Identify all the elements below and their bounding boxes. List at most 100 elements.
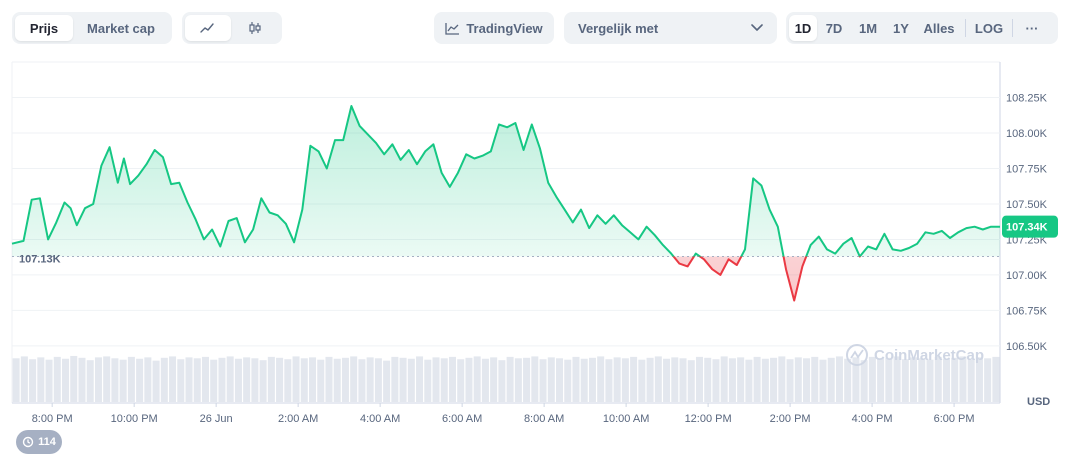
- volume-bar: [251, 358, 259, 402]
- volume-bar: [910, 357, 918, 402]
- volume-bar: [835, 356, 843, 402]
- y-tick-label: 108.25K: [1006, 92, 1048, 104]
- volume-bar: [539, 359, 547, 402]
- volume-bar: [292, 356, 300, 402]
- history-badge[interactable]: 114: [16, 430, 62, 454]
- tradingview-icon: [445, 22, 460, 35]
- range-1y[interactable]: 1Y: [893, 20, 909, 36]
- compare-dropdown[interactable]: Vergelijk met: [564, 12, 777, 44]
- volume-bar: [62, 358, 70, 402]
- volume-bar: [975, 357, 983, 402]
- volume-bar: [901, 359, 909, 402]
- volume-bar: [893, 356, 901, 402]
- price-line-up: [11, 105, 1000, 257]
- volume-bar: [119, 359, 127, 402]
- volume-bar: [663, 358, 671, 402]
- x-axis: 8:00 PM 10:00 PM 26 Jun 2:00 AM 4:00 AM 6:00 …: [32, 403, 975, 425]
- x-tick-label: 26 Jun: [200, 413, 233, 425]
- range-1m[interactable]: 1M: [858, 20, 878, 36]
- time-range-selector: 1D 7D 1M 1Y Alles LOG ···: [786, 12, 1058, 44]
- price-marketcap-toggle: Prijs Market cap: [12, 12, 172, 44]
- log-toggle[interactable]: LOG: [974, 20, 1004, 36]
- chart-style-toggle: [182, 12, 282, 44]
- volume-bar: [94, 357, 102, 402]
- x-tick-label: 2:00 AM: [278, 413, 318, 425]
- volume-bar: [523, 357, 531, 402]
- volume-bar: [671, 357, 679, 402]
- volume-bar: [621, 358, 629, 402]
- volume-bar: [53, 356, 61, 402]
- volume-bar: [399, 357, 407, 402]
- volume-bar: [654, 356, 662, 402]
- more-options-button[interactable]: ···: [1025, 20, 1039, 36]
- volume-bar: [646, 357, 654, 402]
- volume-bar: [144, 357, 152, 402]
- volume-bar: [868, 356, 876, 402]
- y-tick-label: 108.00K: [1006, 128, 1048, 140]
- tradingview-button[interactable]: TradingView: [434, 12, 554, 44]
- volume-bar: [440, 358, 448, 402]
- range-divider: [1012, 19, 1013, 37]
- volume-bar: [934, 356, 942, 402]
- current-price-badge: 107.34K: [1002, 215, 1058, 238]
- tab-market-cap[interactable]: Market cap: [87, 20, 155, 36]
- watermark: CoinMarketCap: [846, 344, 984, 366]
- range-all[interactable]: Alles: [923, 20, 955, 36]
- volume-bar: [695, 356, 703, 402]
- price-area: [12, 106, 1000, 301]
- volume-bar: [210, 359, 218, 402]
- volume-bar: [136, 358, 144, 402]
- line-chart-button[interactable]: [185, 15, 231, 41]
- volume-bar: [350, 356, 358, 402]
- volume-bar: [984, 358, 992, 402]
- range-1d[interactable]: 1D: [789, 15, 817, 41]
- x-tick-label: 6:00 AM: [442, 413, 482, 425]
- volume-bar: [844, 358, 852, 402]
- volume-bar: [457, 359, 465, 402]
- x-tick-label: 8:00 AM: [524, 413, 564, 425]
- volume-bar: [341, 357, 349, 402]
- x-tick-label: 2:00 PM: [770, 413, 811, 425]
- x-tick-label: 4:00 AM: [360, 413, 400, 425]
- volume-bar: [498, 360, 506, 402]
- volume-bar: [720, 356, 728, 402]
- volume-bar: [201, 356, 209, 402]
- x-tick-label: 12:00 PM: [685, 413, 732, 425]
- volume-bar: [473, 356, 481, 402]
- volume-bar: [794, 357, 802, 402]
- volume-bar: [374, 358, 382, 402]
- volume-bar: [234, 358, 242, 402]
- volume-bar: [383, 360, 391, 402]
- volume-bar: [325, 356, 333, 402]
- volume-bar: [481, 358, 489, 402]
- volume-bar: [177, 359, 185, 402]
- y-tick-label: 106.75K: [1006, 305, 1048, 317]
- volume-bar: [70, 355, 78, 402]
- volume-bar: [564, 359, 572, 402]
- volume-bar: [803, 358, 811, 402]
- volume-bars: [12, 355, 1000, 402]
- tab-price[interactable]: Prijs: [15, 15, 73, 41]
- candlestick-icon: [249, 22, 261, 34]
- chevron-down-icon: [751, 24, 763, 31]
- y-tick-label: 107.00K: [1006, 270, 1048, 282]
- volume-bar: [514, 358, 522, 402]
- volume-bar: [12, 358, 20, 402]
- volume-bar: [638, 359, 646, 402]
- volume-bar: [152, 360, 160, 402]
- volume-bar: [37, 357, 45, 402]
- volume-bar: [860, 360, 868, 402]
- reference-price-label: 107.13K: [19, 253, 61, 265]
- volume-bar: [29, 359, 37, 402]
- volume-bar: [309, 357, 317, 402]
- volume-bar: [885, 357, 893, 402]
- volume-bar: [959, 356, 967, 402]
- y-axis: 106.50K106.75K107.00K107.25K107.50K107.7…: [1006, 92, 1048, 352]
- range-7d[interactable]: 7D: [825, 20, 843, 36]
- volume-bar: [78, 357, 86, 402]
- volume-bar: [967, 359, 975, 402]
- tradingview-label: TradingView: [466, 20, 543, 36]
- candlestick-button[interactable]: [231, 15, 279, 41]
- volume-bar: [926, 359, 934, 402]
